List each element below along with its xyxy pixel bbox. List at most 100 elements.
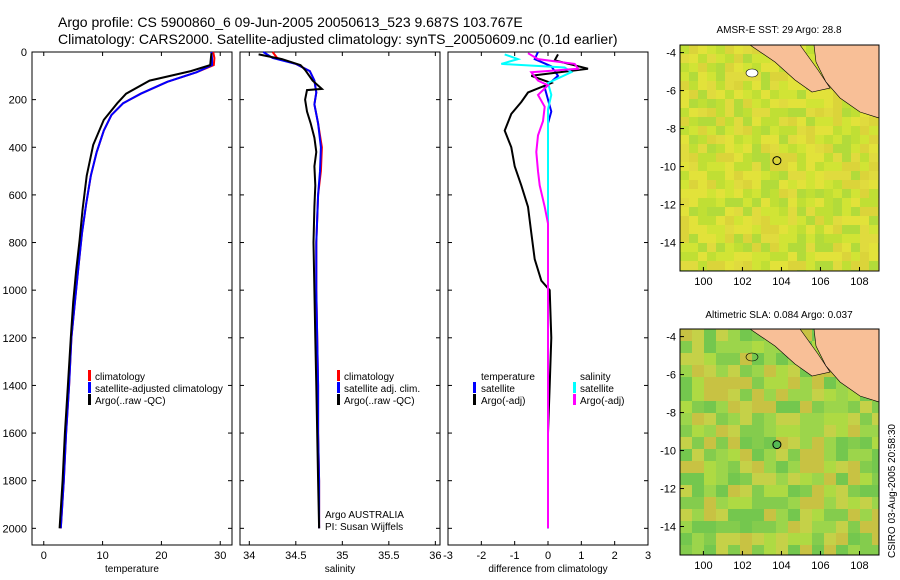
map-cell bbox=[788, 81, 797, 90]
map-cell bbox=[842, 243, 851, 252]
map-cell bbox=[698, 252, 707, 261]
map-cell bbox=[779, 261, 788, 270]
map-cell bbox=[689, 108, 698, 117]
map-cell bbox=[689, 243, 698, 252]
map-cell bbox=[692, 365, 704, 377]
map-cell bbox=[788, 117, 797, 126]
legend-swatch-climatology bbox=[337, 370, 340, 381]
map-cell bbox=[797, 90, 806, 99]
map-cell bbox=[716, 261, 725, 270]
map-cell bbox=[752, 413, 764, 425]
map-cell bbox=[752, 153, 761, 162]
map-cell bbox=[752, 207, 761, 216]
map-cell bbox=[680, 198, 689, 207]
map-cell bbox=[752, 234, 761, 243]
map-cell bbox=[779, 90, 788, 99]
map-cell bbox=[797, 144, 806, 153]
map-cell bbox=[716, 243, 725, 252]
map-cell bbox=[860, 189, 869, 198]
map-cell bbox=[680, 377, 692, 389]
map-cell bbox=[752, 198, 761, 207]
map-cell bbox=[728, 365, 740, 377]
map-cell bbox=[872, 401, 879, 413]
map-cell bbox=[872, 521, 879, 533]
legend-swatch-climatology bbox=[88, 370, 91, 381]
map-cell bbox=[806, 207, 815, 216]
map-cell bbox=[728, 461, 740, 473]
map-cell bbox=[872, 545, 879, 555]
map-cell bbox=[872, 509, 879, 521]
map-cell bbox=[716, 353, 728, 365]
map-cell bbox=[716, 509, 728, 521]
map-cell bbox=[740, 413, 752, 425]
map-cell bbox=[860, 198, 869, 207]
series-line-temperature-argo-adj- bbox=[503, 53, 589, 529]
map-cell bbox=[698, 144, 707, 153]
map-cell bbox=[836, 545, 848, 555]
map-cell bbox=[851, 144, 860, 153]
map-cell bbox=[779, 126, 788, 135]
map-cell bbox=[764, 497, 776, 509]
map-cell bbox=[824, 545, 836, 555]
map-cell bbox=[689, 99, 698, 108]
map-cell bbox=[860, 545, 872, 555]
map-cell bbox=[752, 533, 764, 545]
map-cell bbox=[761, 99, 770, 108]
map-cell bbox=[806, 252, 815, 261]
map-cell bbox=[812, 521, 824, 533]
map-cell bbox=[842, 126, 851, 135]
land-java bbox=[813, 45, 879, 119]
map-cell bbox=[752, 90, 761, 99]
map-cell bbox=[752, 377, 764, 389]
map-cell bbox=[872, 413, 879, 425]
map-cell bbox=[815, 252, 824, 261]
map-cell bbox=[812, 545, 824, 555]
map-cell bbox=[698, 54, 707, 63]
map-cell bbox=[716, 377, 728, 389]
map-cell bbox=[860, 117, 869, 126]
map-cell bbox=[743, 261, 752, 270]
map-cell bbox=[680, 117, 689, 126]
map-cell bbox=[734, 126, 743, 135]
map-cell bbox=[752, 461, 764, 473]
map-cell bbox=[815, 261, 824, 270]
map-cell bbox=[836, 425, 848, 437]
map-cell bbox=[752, 497, 764, 509]
salinity-panel bbox=[239, 51, 441, 546]
map-cell bbox=[848, 545, 860, 555]
map-x-tick-label: 104 bbox=[772, 560, 790, 572]
map-cell bbox=[815, 171, 824, 180]
map-cell bbox=[824, 153, 833, 162]
map-cell bbox=[851, 135, 860, 144]
map-cell bbox=[869, 144, 878, 153]
map-cell bbox=[752, 425, 764, 437]
map-cell bbox=[740, 425, 752, 437]
map-cell bbox=[770, 252, 779, 261]
map-cell bbox=[860, 153, 869, 162]
map-cell bbox=[851, 207, 860, 216]
map-cell bbox=[815, 135, 824, 144]
map-cell bbox=[800, 461, 812, 473]
map-cell bbox=[842, 207, 851, 216]
depth-tick-label: 1800 bbox=[3, 476, 27, 488]
map-cell bbox=[716, 449, 728, 461]
map-cell bbox=[752, 401, 764, 413]
map-cell bbox=[797, 135, 806, 144]
sst-map bbox=[680, 45, 879, 271]
map-cell bbox=[698, 243, 707, 252]
map-cell bbox=[734, 171, 743, 180]
map-cell bbox=[689, 135, 698, 144]
map-cell bbox=[740, 545, 752, 555]
map-cell bbox=[725, 54, 734, 63]
map-cell bbox=[716, 234, 725, 243]
map-cell bbox=[833, 135, 842, 144]
map-cell bbox=[860, 401, 872, 413]
map-cell bbox=[824, 425, 836, 437]
map-cell bbox=[833, 216, 842, 225]
map-cell bbox=[725, 207, 734, 216]
map-cell bbox=[806, 171, 815, 180]
map-cell bbox=[728, 353, 740, 365]
map-cell bbox=[734, 225, 743, 234]
map-cell bbox=[680, 108, 689, 117]
map-cell bbox=[836, 389, 848, 401]
